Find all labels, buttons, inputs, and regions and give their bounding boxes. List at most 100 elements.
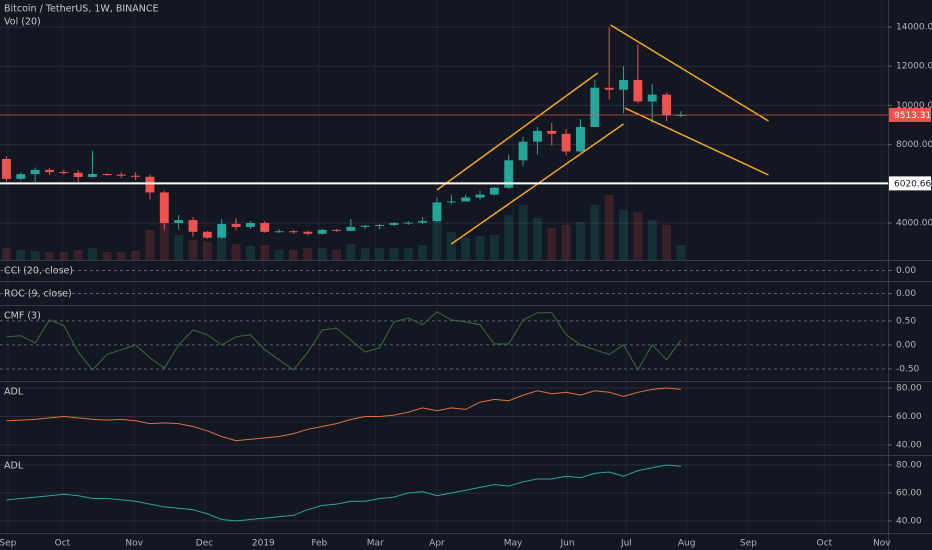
volume-bar xyxy=(145,230,155,260)
price-label: 9513.31 xyxy=(894,111,931,121)
volume-bar xyxy=(561,225,571,260)
volume-bar xyxy=(217,238,227,260)
pane-title: ADL xyxy=(4,387,24,398)
volume-bar xyxy=(633,212,643,260)
volume-bar xyxy=(2,248,11,260)
candle-body xyxy=(260,222,270,232)
candle-body xyxy=(131,175,141,177)
indicator-line xyxy=(6,311,682,371)
candle-body xyxy=(532,130,542,142)
volume-bar xyxy=(576,222,585,260)
candle-body xyxy=(418,221,428,223)
volume-bar xyxy=(289,250,298,260)
candle-body xyxy=(88,173,98,177)
x-tick-label: Nov xyxy=(873,539,891,549)
candle-body xyxy=(403,222,413,224)
volume-bar xyxy=(16,250,26,260)
volume-bar xyxy=(332,250,341,260)
volume-bar xyxy=(489,235,499,260)
candle-body xyxy=(576,126,585,152)
candle-body xyxy=(662,94,672,116)
candle-body xyxy=(346,226,356,231)
x-tick-label: Oct xyxy=(55,539,71,549)
volume-bar xyxy=(202,242,212,260)
y-tick-label: 60.00 xyxy=(896,488,922,498)
y-tick-label: 4000.00 xyxy=(896,218,932,228)
candle-body xyxy=(289,231,298,233)
volume-bar xyxy=(303,248,313,260)
candle-body xyxy=(504,160,514,188)
pane-title: ADL xyxy=(4,461,24,472)
pane-subtitle: Vol (20) xyxy=(4,17,41,28)
trend-line xyxy=(610,24,769,122)
y-tick-label: 40.00 xyxy=(896,441,922,451)
candle-body xyxy=(461,197,471,202)
volume-bar xyxy=(102,252,112,260)
candle-body xyxy=(633,79,643,102)
volume-bar xyxy=(30,251,40,260)
candle-body xyxy=(561,133,571,152)
volume-bar xyxy=(590,205,600,260)
volume-bar xyxy=(403,248,413,260)
x-tick-label: Oct xyxy=(817,539,833,549)
volume-bar xyxy=(532,218,542,260)
volume-bar xyxy=(446,232,456,260)
x-tick-label: Apr xyxy=(429,539,445,549)
y-tick-label: 0.00 xyxy=(896,289,916,299)
volume-bar xyxy=(116,252,126,260)
pane-title: CMF (3) xyxy=(4,311,41,322)
volume-bar xyxy=(604,195,614,260)
candle-body xyxy=(274,231,284,233)
candle-body xyxy=(102,173,112,175)
volume-bar xyxy=(88,248,98,260)
candle-body xyxy=(59,172,69,174)
y-tick-label: 12000.00 xyxy=(896,62,932,72)
volume-bar xyxy=(360,248,370,260)
y-tick-label: 0.00 xyxy=(896,266,916,276)
candle-body xyxy=(647,94,657,102)
volume-bar xyxy=(647,220,657,260)
pane-title: CCI (20, close) xyxy=(4,266,73,277)
volume-bar xyxy=(518,205,528,260)
volume-bar xyxy=(432,220,442,260)
x-tick-label: Nov xyxy=(125,539,143,549)
volume-bar xyxy=(188,240,198,260)
x-tick-label: Feb xyxy=(311,539,327,549)
y-tick-label: 80.00 xyxy=(896,383,922,393)
candle-body xyxy=(145,176,155,193)
candle-body xyxy=(303,231,313,234)
x-tick-label: Dec xyxy=(196,539,213,549)
y-tick-label: 8000.00 xyxy=(896,140,932,150)
y-tick-label: 0.50 xyxy=(896,316,916,326)
volume-bar xyxy=(475,236,485,260)
volume-bar xyxy=(662,225,672,260)
candle-body xyxy=(159,192,169,223)
candle-body xyxy=(73,172,83,177)
y-tick-label: 80.00 xyxy=(896,460,922,470)
trend-line xyxy=(624,107,769,176)
candle-body xyxy=(360,225,370,227)
volume-bar xyxy=(73,250,83,260)
candle-body xyxy=(518,141,528,161)
candle-body xyxy=(317,229,327,234)
candle-body xyxy=(116,174,126,176)
price-label: 6020.66 xyxy=(894,179,931,189)
volume-bar xyxy=(231,244,241,260)
x-tick-label: Jun xyxy=(560,539,575,549)
volume-bar xyxy=(619,210,628,260)
volume-bar xyxy=(418,245,428,260)
volume-bar xyxy=(389,248,399,260)
candle-body xyxy=(604,87,614,90)
candle-body xyxy=(432,202,442,222)
volume-bar xyxy=(174,235,184,260)
volume-bar xyxy=(547,228,557,260)
candle-body xyxy=(2,158,11,179)
volume-bar xyxy=(260,245,270,260)
y-tick-label: 10000.00 xyxy=(896,101,932,111)
y-tick-label: 14000.00 xyxy=(896,23,932,33)
candle-body xyxy=(475,194,485,198)
indicator-line xyxy=(6,464,681,522)
volume-bar xyxy=(676,245,686,260)
x-tick-label: Sep xyxy=(740,539,757,549)
pane-title: Bitcoin / TetherUS, 1W, BINANCE xyxy=(4,4,159,15)
